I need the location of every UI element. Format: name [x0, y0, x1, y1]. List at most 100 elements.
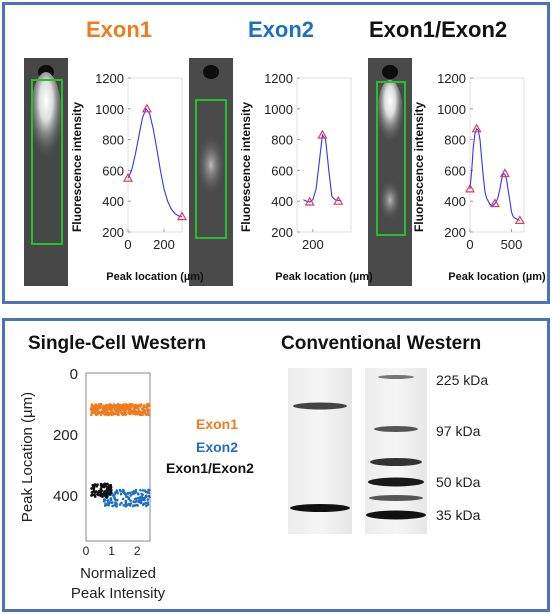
- scatter-point: [116, 492, 119, 495]
- scatter-point: [91, 409, 95, 412]
- scatter-point: [116, 403, 120, 406]
- scatter-point: [127, 404, 130, 408]
- scatter-point: [110, 413, 113, 417]
- intensity-trace: [303, 133, 342, 203]
- scatter-point: [148, 495, 151, 499]
- scatter-point: [95, 490, 98, 493]
- y-tick-label: 200: [271, 225, 293, 240]
- legend-exon1-exon2: Exon1/Exon2: [166, 460, 254, 476]
- y-axis-label: Fluorescence intensity: [239, 102, 253, 232]
- scatter-chart: 0 200 400 0 1 2 Normalized Peak Intensity Peak L…: [19, 366, 166, 602]
- y-tick-label: 600: [102, 163, 124, 178]
- scatter-point: [96, 404, 100, 408]
- microscope-image-exon1-exon2: [368, 58, 412, 286]
- scatter-point: [97, 411, 101, 415]
- scatter-point: [109, 498, 113, 502]
- scatter-point: [126, 491, 130, 495]
- scatter-point: [123, 411, 127, 414]
- scatter-point: [102, 404, 106, 408]
- scatter-point: [132, 410, 136, 414]
- western-blot: [288, 368, 427, 534]
- scatter-point: [92, 486, 95, 490]
- x-tick-label: 500: [501, 237, 523, 252]
- scatter-point: [107, 404, 110, 407]
- scatter-point: [99, 483, 103, 487]
- scatter-point: [127, 410, 130, 413]
- y-tick-label: 0: [70, 366, 78, 383]
- peak-marker: [464, 183, 476, 193]
- scatter-point: [103, 490, 106, 493]
- y-tick-label: 1200: [95, 71, 124, 86]
- scatter-point: [109, 404, 113, 407]
- legend-exon2: Exon2: [196, 439, 239, 455]
- scatter-point: [115, 410, 118, 414]
- scatter-point: [117, 408, 121, 412]
- ladder-35: 35 kDa: [436, 507, 481, 523]
- scatter-point: [99, 491, 102, 494]
- scatter-point: [119, 490, 122, 493]
- y-tick-label: 400: [444, 194, 466, 209]
- scatter-point: [143, 498, 146, 502]
- y-tick-label: 400: [102, 194, 124, 209]
- scatter-point: [124, 499, 128, 503]
- scatter-point: [120, 413, 124, 416]
- scatter-point: [140, 407, 144, 411]
- scatter-point: [110, 410, 114, 413]
- scatter-point: [122, 406, 126, 409]
- scatter-point: [128, 491, 132, 495]
- band-lane1-1: [293, 402, 347, 410]
- blot-lane-2: [365, 368, 427, 534]
- scatter-point: [127, 502, 130, 506]
- scatter-point: [107, 504, 110, 507]
- scatter-point: [125, 495, 128, 499]
- scatter-point: [96, 493, 99, 496]
- y-tick-label: 400: [271, 194, 293, 209]
- scatter-point: [135, 503, 139, 507]
- y-tick-label: 200: [102, 225, 124, 240]
- scatter-point: [104, 495, 108, 499]
- scatter-point: [119, 411, 123, 414]
- single-cell-western-title: Single-Cell Western: [28, 333, 207, 354]
- header-exon1: Exon1: [86, 17, 153, 42]
- scatter-point: [106, 492, 109, 496]
- scatter-point: [129, 502, 133, 505]
- scatter-point: [142, 404, 146, 407]
- scatter-point: [127, 407, 130, 410]
- scatter-point: [117, 405, 120, 409]
- scatter-point: [145, 504, 148, 508]
- scatter-point: [146, 409, 149, 413]
- roi-box-exon1: [31, 79, 63, 245]
- scatter-point: [113, 405, 116, 409]
- scatter-point: [129, 494, 132, 497]
- y-axis-label: Peak Location (µm): [19, 392, 36, 522]
- band-lane2-1: [378, 375, 414, 379]
- scatter-point: [146, 498, 150, 501]
- y-tick-label: 600: [271, 163, 293, 178]
- scatter-point: [141, 503, 145, 507]
- band-lane2-4: [368, 477, 424, 487]
- x-tick-label: 0: [124, 237, 131, 252]
- plot-frame: [296, 77, 352, 233]
- intensity-trace: [469, 127, 521, 221]
- x-axis-label: Peak location (µm): [275, 271, 373, 283]
- scatter-point: [108, 406, 111, 410]
- y-tick-label: 200: [444, 225, 466, 240]
- x-tick-label: 0: [466, 237, 473, 252]
- peak-marker: [333, 195, 344, 205]
- scatter-point: [105, 484, 108, 488]
- intensity-trace: [127, 107, 183, 218]
- scatter-point: [115, 502, 118, 505]
- scatter-point: [123, 492, 127, 496]
- scatter-point: [146, 491, 149, 494]
- scatter-point: [115, 412, 118, 416]
- scatter-point: [131, 492, 134, 496]
- scatter-point: [90, 403, 94, 406]
- scatter-point: [100, 406, 104, 409]
- scatter-point: [144, 494, 148, 498]
- top-panel: [2, 2, 550, 304]
- scatter-point: [95, 483, 98, 487]
- scatter-point: [104, 504, 107, 507]
- y-tick-label: 1000: [264, 102, 293, 117]
- scatter-point: [129, 403, 132, 406]
- scatter-frame: [85, 372, 151, 542]
